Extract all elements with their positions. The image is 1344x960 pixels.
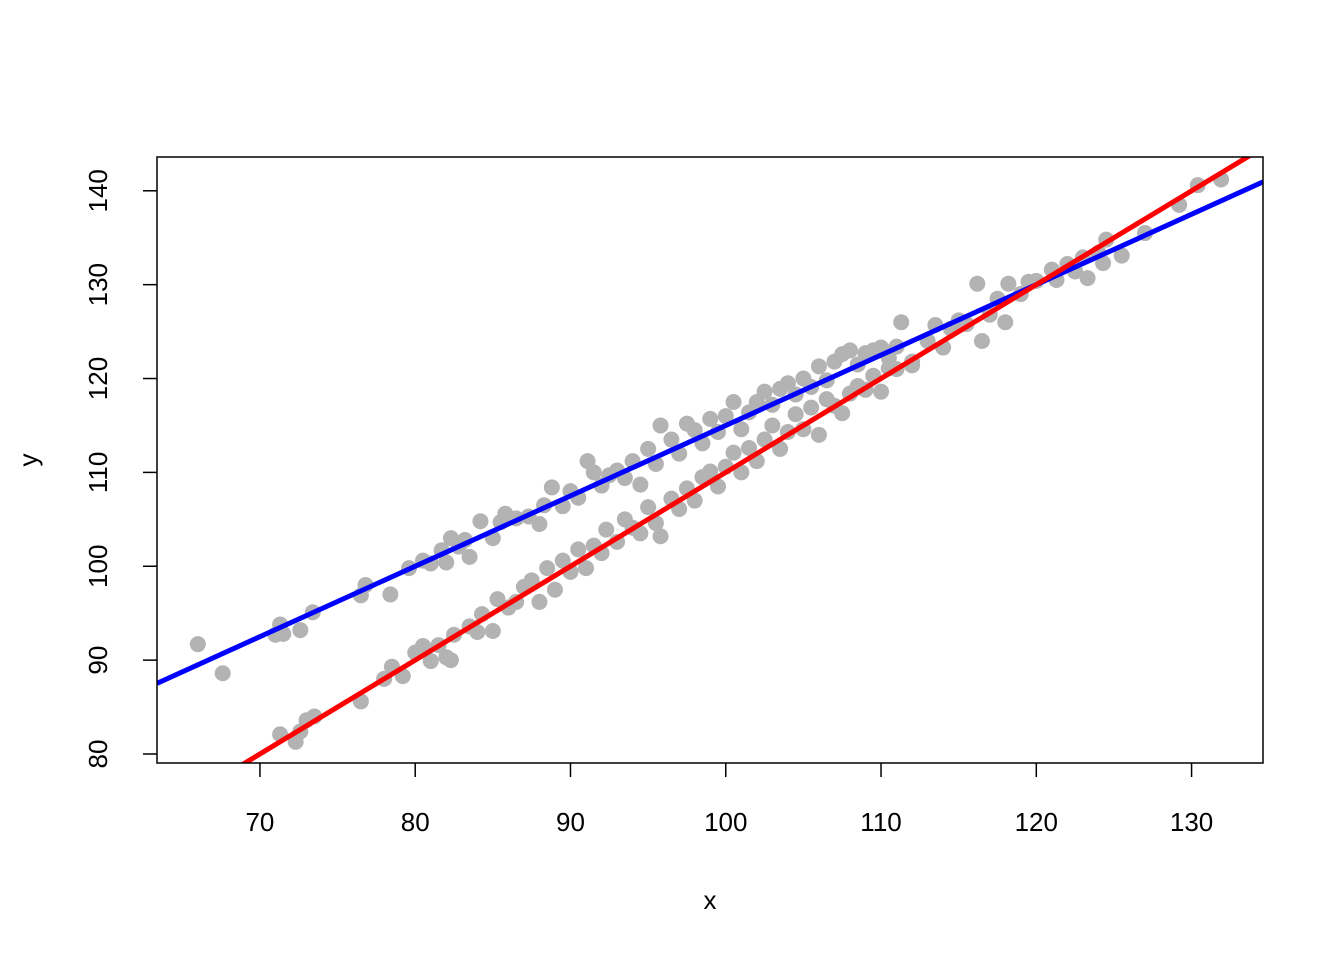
point — [543, 479, 560, 496]
point — [741, 439, 758, 456]
x-axis-label: x — [704, 885, 717, 915]
point — [686, 492, 703, 509]
y-tick-label: 100 — [83, 545, 113, 588]
x-tick-label: 70 — [245, 807, 274, 837]
point — [469, 623, 486, 640]
point — [702, 463, 719, 480]
point — [539, 560, 556, 577]
point — [779, 375, 796, 392]
x-tick-label: 130 — [1170, 807, 1213, 837]
point — [973, 332, 990, 349]
point — [725, 444, 742, 461]
point — [546, 581, 563, 598]
point — [841, 342, 858, 359]
point — [810, 426, 827, 443]
x-tick-label: 90 — [556, 807, 585, 837]
point — [1000, 275, 1017, 292]
point — [709, 478, 726, 495]
x-tick-label: 80 — [401, 807, 430, 837]
point — [787, 406, 804, 423]
x-tick-label: 100 — [704, 807, 747, 837]
point — [702, 410, 719, 427]
fit-lines — [157, 157, 1263, 763]
point — [382, 586, 399, 603]
point — [652, 528, 669, 545]
point — [834, 405, 851, 422]
point — [461, 548, 478, 565]
point — [733, 464, 750, 481]
point — [554, 552, 571, 569]
point — [733, 421, 750, 438]
point — [997, 314, 1014, 331]
plot-frame — [156, 156, 1264, 764]
y-tick-label: 110 — [83, 452, 113, 493]
point — [414, 638, 431, 655]
point — [1079, 270, 1096, 287]
point — [442, 652, 459, 669]
point — [873, 383, 890, 400]
point — [663, 431, 680, 448]
fit-line — [157, 179, 1263, 686]
point — [472, 513, 489, 530]
point — [756, 431, 773, 448]
point — [632, 476, 649, 493]
point — [585, 464, 602, 481]
point — [810, 358, 827, 375]
point — [652, 417, 669, 434]
point — [292, 622, 309, 639]
point — [489, 591, 506, 608]
point — [570, 541, 587, 558]
point — [598, 521, 615, 538]
point — [531, 516, 548, 533]
point — [214, 665, 231, 682]
point — [756, 383, 773, 400]
y-tick-label: 90 — [83, 646, 113, 675]
points — [189, 171, 1230, 750]
point — [632, 525, 649, 542]
point — [578, 560, 595, 577]
point — [772, 440, 789, 457]
point — [893, 314, 910, 331]
point — [969, 275, 986, 292]
point — [1095, 255, 1112, 272]
point — [686, 422, 703, 439]
point — [438, 554, 455, 571]
point — [717, 408, 734, 425]
point — [640, 499, 657, 516]
point — [640, 440, 657, 457]
point — [422, 653, 439, 670]
point — [523, 572, 540, 589]
y-tick-label: 80 — [83, 740, 113, 769]
point — [531, 593, 548, 610]
point — [484, 623, 501, 640]
point — [764, 417, 781, 434]
x-tick-label: 110 — [860, 807, 901, 837]
y-tick-label: 140 — [83, 169, 113, 212]
point — [803, 399, 820, 416]
point — [1113, 247, 1130, 264]
y-axis-label: y — [13, 454, 43, 467]
y-tick-label: 120 — [83, 357, 113, 400]
point — [189, 636, 206, 653]
point — [725, 393, 742, 410]
x-tick-label: 120 — [1015, 807, 1058, 837]
fit-line — [240, 157, 1253, 763]
y-tick-label: 130 — [83, 263, 113, 306]
